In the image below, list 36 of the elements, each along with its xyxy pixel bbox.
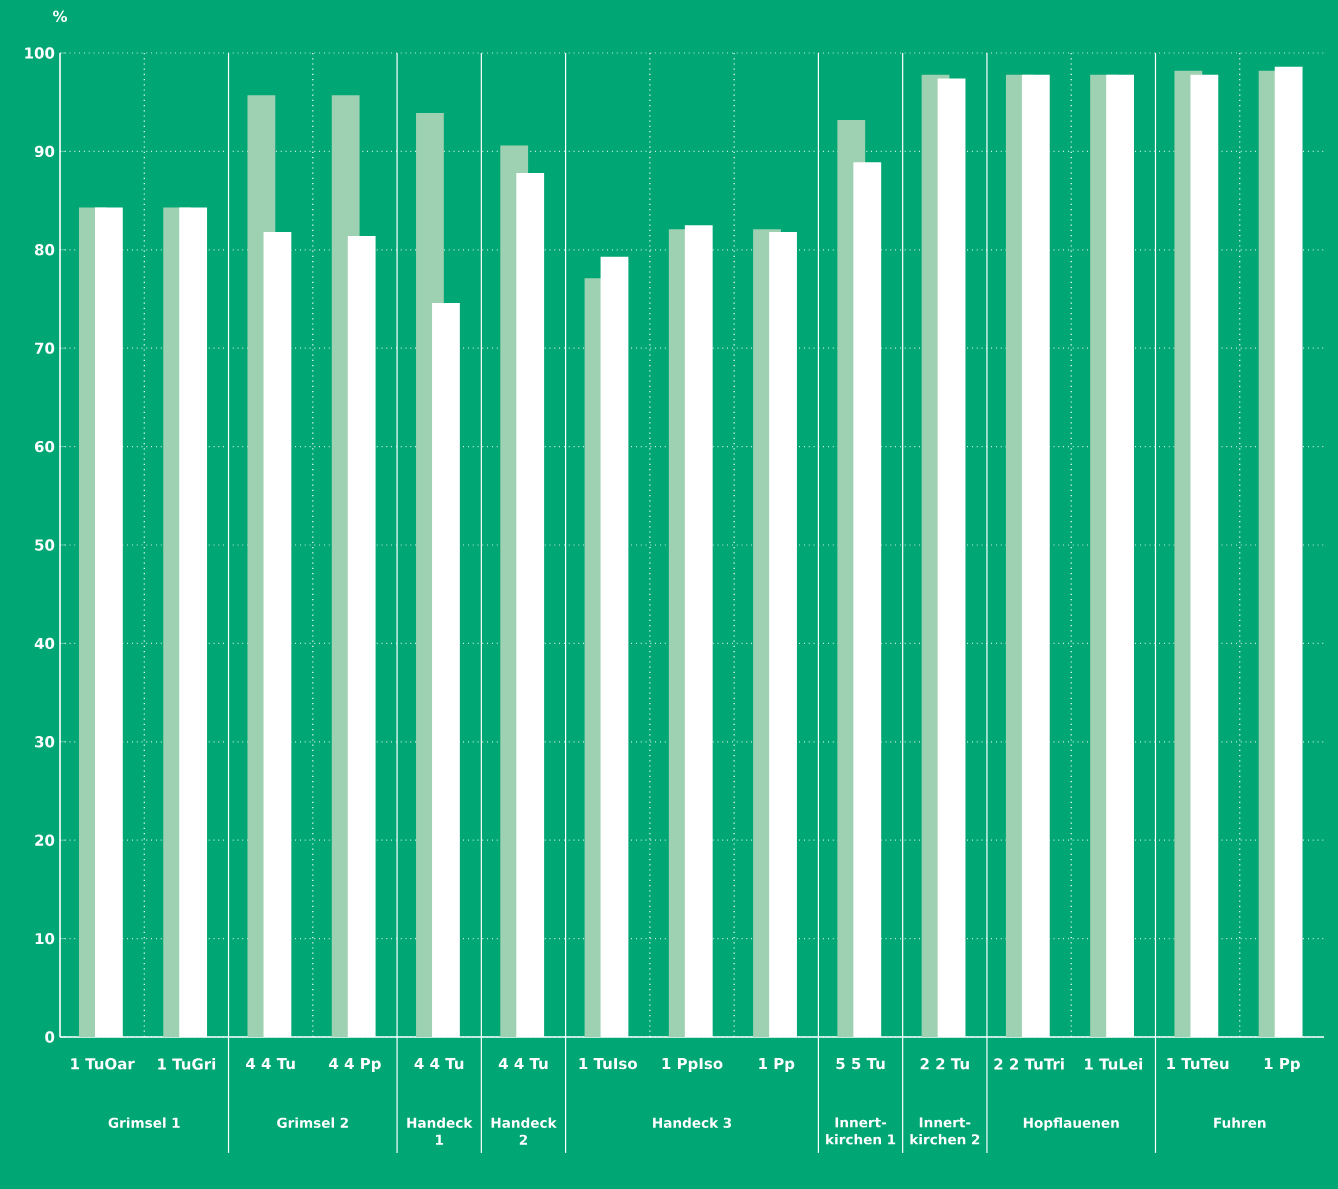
x-tick-label: 4 4 Tu — [414, 1058, 464, 1070]
x-tick-label: 1 TuOar — [71, 1058, 135, 1070]
y-axis-title: % — [52, 10, 68, 22]
text: Grimsel 2 — [277, 1117, 348, 1128]
x-tick-label: 4 4 Tu — [498, 1058, 548, 1070]
y-tick-label: 80 — [34, 244, 55, 256]
y-tick-label: 10 — [35, 932, 55, 945]
y-tick-label: 90 — [34, 145, 55, 158]
x-tick-label: 1 TuIso — [579, 1058, 637, 1070]
x-tick-label: 1 TuTeu — [1167, 1058, 1229, 1070]
text: Handeck 3 — [653, 1117, 732, 1128]
x-tick-label: 1 Pp — [759, 1058, 795, 1073]
text: Grimsel 1 — [108, 1117, 180, 1128]
y-tick-label: 20 — [35, 834, 55, 846]
y-tick-label: 70 — [35, 342, 55, 354]
y-tick-label: 0 — [45, 1031, 55, 1043]
x-tick-label: 1 TuGri — [158, 1058, 216, 1070]
x-tick-label: 4 4 Tu — [246, 1058, 295, 1070]
x-tick-label: 1 PpIso — [662, 1058, 723, 1073]
y-tick-label: 100 — [25, 47, 55, 59]
text: Innert-kirchen 2 — [910, 1117, 980, 1145]
x-tick-label: 5 5 Tu — [836, 1058, 885, 1070]
text: Innert-kirchen 1 — [826, 1117, 896, 1145]
y-tick-label: 50 — [35, 539, 55, 551]
text: Hopflauenen — [1023, 1117, 1119, 1131]
y-tick-label: 60 — [35, 440, 55, 453]
y-tick-label: 30 — [35, 736, 55, 748]
text: Handeck 1 — [407, 1117, 473, 1145]
x-tick-label: 1 TuLei — [1085, 1058, 1142, 1070]
x-tick-label: 4 4 Pp — [329, 1058, 381, 1073]
text: Handeck 2 — [491, 1117, 557, 1145]
x-tick-label: 2 2 TuTri — [994, 1058, 1064, 1070]
x-tick-label: 2 2 Tu — [920, 1058, 969, 1070]
text: Fuhren — [1214, 1117, 1266, 1128]
x-tick-label: 1 Pp — [1264, 1058, 1300, 1073]
y-tick-label: 40 — [34, 637, 55, 650]
